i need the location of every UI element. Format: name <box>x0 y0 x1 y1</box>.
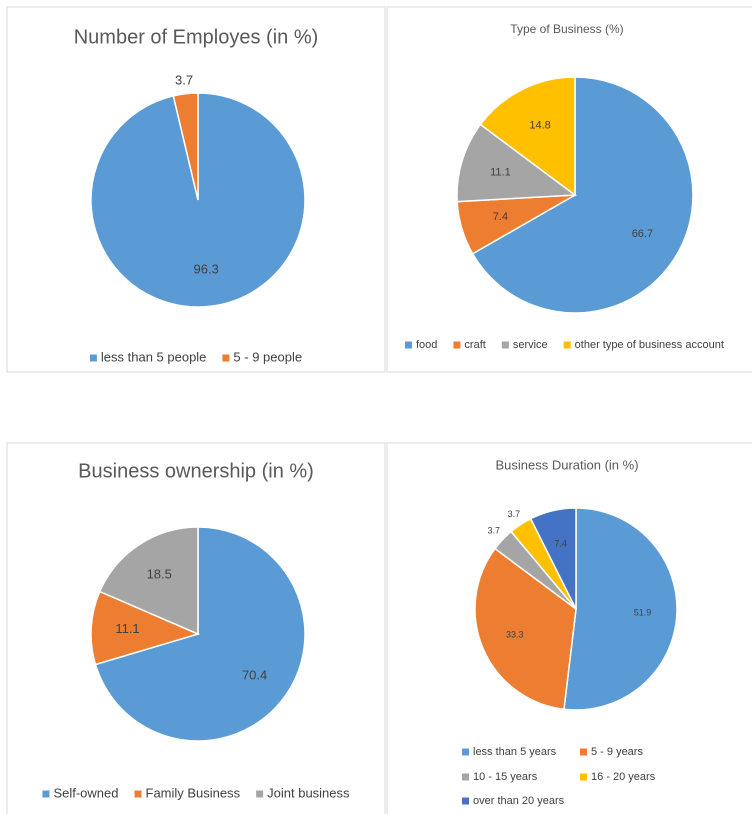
legend-label: craft <box>464 339 485 351</box>
data-label: 33.3 <box>506 630 524 640</box>
pie-slice <box>94 526 306 742</box>
panel-border <box>386 442 752 814</box>
legend-label: other type of business account <box>575 339 724 351</box>
pie-slice <box>90 92 306 308</box>
pie-slice <box>471 76 694 314</box>
legend-swatch <box>462 773 469 781</box>
panel-border <box>386 6 752 373</box>
legend-swatch <box>42 790 50 798</box>
chart-title: Business Duration (in %) <box>495 457 638 472</box>
legend-swatch <box>462 748 469 756</box>
legend-label: less than 5 years <box>473 746 557 758</box>
chart-title: Number of Employes (in %) <box>74 26 319 48</box>
legend-swatch <box>89 354 97 362</box>
data-label: 7.4 <box>493 211 508 223</box>
legend-swatch <box>134 790 142 798</box>
pie-slice <box>529 507 577 610</box>
legend-swatch <box>580 748 587 756</box>
chart-title: Type of Business (%) <box>510 22 623 36</box>
data-label: 11.1 <box>490 166 511 178</box>
legend-swatch <box>405 341 412 349</box>
data-label: 70.4 <box>242 668 267 683</box>
legend-label: food <box>416 339 437 351</box>
legend-label: Joint business <box>267 785 350 800</box>
legend-label: less than 5 people <box>101 349 207 364</box>
legend-swatch <box>563 341 571 349</box>
data-label: 51.9 <box>634 607 652 617</box>
pie-slice <box>172 92 199 201</box>
pie-slice <box>456 123 578 203</box>
panel-border <box>6 442 386 814</box>
data-label: 66.7 <box>632 228 653 240</box>
legend-swatch <box>256 790 264 798</box>
pie-slice <box>479 76 576 197</box>
chart-title: Business ownership (in %) <box>78 460 314 482</box>
legend-swatch <box>453 341 461 349</box>
legend-label: service <box>513 339 548 351</box>
legend-swatch <box>501 341 509 349</box>
legend-swatch <box>580 773 587 781</box>
data-label: 11.1 <box>115 621 139 636</box>
pie-slice <box>98 526 199 636</box>
pie-slice <box>563 507 678 711</box>
data-label: 96.3 <box>194 262 219 277</box>
legend-label: 5 - 9 people <box>233 349 302 364</box>
legend-label: 5 - 9 years <box>591 746 643 758</box>
data-label: 18.5 <box>147 566 172 581</box>
pie-slice <box>474 547 577 711</box>
panel-border <box>6 6 386 373</box>
legend-swatch <box>462 797 469 805</box>
data-label: 14.8 <box>529 119 550 131</box>
legend-label: Self-owned <box>53 785 118 800</box>
pie-slice <box>90 590 201 666</box>
legend-swatch <box>222 354 230 362</box>
data-label: 3.7 <box>175 72 193 87</box>
data-label: 7.4 <box>554 539 567 549</box>
legend-label: Family Business <box>146 785 241 800</box>
data-label: 3.7 <box>508 509 521 519</box>
legend-label: 16 - 20 years <box>591 771 656 783</box>
legend-label: 10 - 15 years <box>473 771 538 783</box>
legend-label: over than 20 years <box>473 795 565 807</box>
data-label: 3.7 <box>488 526 501 536</box>
